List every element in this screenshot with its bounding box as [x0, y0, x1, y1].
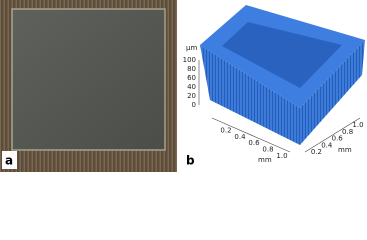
- y-tick-label: 0.6: [332, 135, 344, 143]
- front-right-wall: [300, 40, 365, 145]
- z-tick-label: 40: [187, 83, 196, 91]
- x-tick-label: 0.6: [248, 139, 260, 147]
- y-tick-label: 0.2: [311, 148, 322, 156]
- square-well: [11, 8, 166, 151]
- label-box: [2, 151, 17, 169]
- x-unit: mm: [258, 156, 272, 164]
- x-axis: [211, 117, 291, 153]
- x-tick-label: 0.4: [234, 133, 246, 141]
- z-tick-label: 80: [187, 65, 196, 73]
- panel-label: a: [5, 154, 13, 168]
- z-tick-label: 20: [187, 92, 196, 100]
- z-tick-label: 0: [192, 101, 196, 109]
- front-left-wall: [200, 45, 300, 145]
- z-unit: µm: [186, 44, 197, 52]
- y-axis: [304, 117, 361, 153]
- surface-panel: µm mm mm b: [180, 0, 367, 172]
- x-tick-label: 0.8: [262, 146, 273, 154]
- x-tick-label: 1.0: [276, 152, 287, 160]
- y-tick-label: 1.0: [352, 121, 363, 129]
- figure: a µm mm mm b 1008060402000.20.40.60.81.0…: [0, 0, 367, 172]
- panel-label: b: [186, 154, 195, 168]
- well-floor: [222, 22, 342, 88]
- y-tick-label: 0.8: [342, 128, 353, 136]
- y-tick-label: 0.4: [321, 141, 333, 149]
- y-unit: mm: [338, 146, 352, 154]
- label-box: [183, 151, 198, 169]
- photo-panel: a: [0, 0, 177, 172]
- x-tick-label: 0.2: [220, 126, 231, 134]
- z-tick-label: 60: [187, 74, 196, 82]
- z-tick-label: 100: [183, 56, 196, 64]
